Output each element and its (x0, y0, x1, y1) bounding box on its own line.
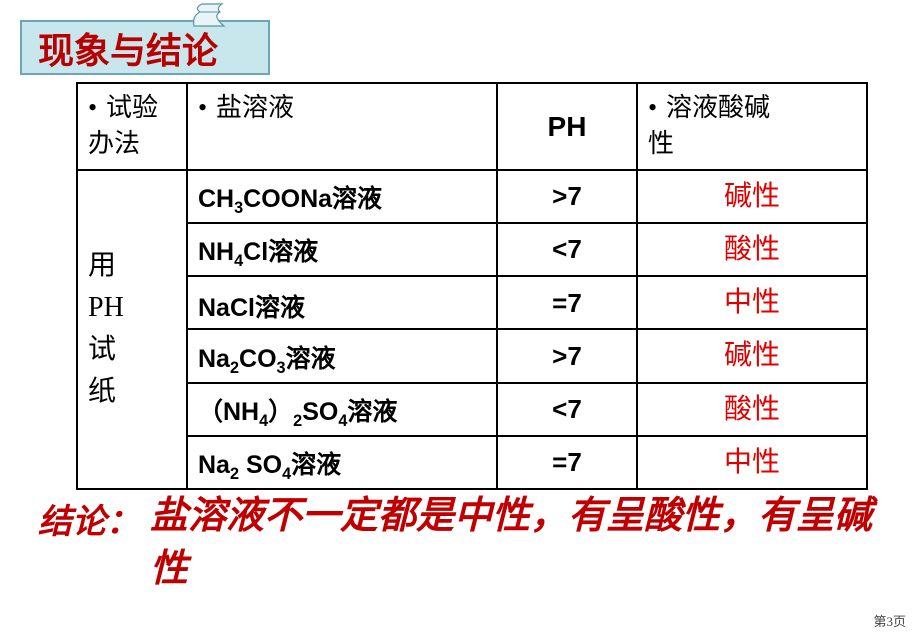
table-row: （NH4）2SO4溶液<7酸性 (77, 383, 867, 436)
ph-cell: <7 (497, 383, 637, 436)
title-box: 现象与结论 (20, 20, 270, 75)
conclusion-block: 结论： 盐溶液不一定都是中性，有呈酸性，有呈碱性 (38, 490, 888, 596)
scroll-decoration-icon (190, 0, 230, 30)
result-cell: 中性 (637, 436, 867, 489)
header-solution: •盐溶液 (187, 83, 497, 170)
solution-cell: NH4Cl溶液 (187, 223, 497, 276)
result-cell: 碱性 (637, 170, 867, 223)
conclusion-label: 结论： (38, 490, 150, 543)
solution-cell: CH3COONa溶液 (187, 170, 497, 223)
page-number: 第3页 (873, 611, 906, 630)
header-property-text: 溶液酸碱性 (648, 93, 770, 158)
solution-cell: Na2CO3溶液 (187, 329, 497, 382)
result-cell: 酸性 (637, 223, 867, 276)
table-row: 用PH试纸CH3COONa溶液>7碱性 (77, 170, 867, 223)
result-cell: 酸性 (637, 383, 867, 436)
ph-cell: =7 (497, 276, 637, 329)
result-cell: 碱性 (637, 329, 867, 382)
header-method: •试验办法 (77, 83, 187, 170)
ph-cell: >7 (497, 329, 637, 382)
ph-cell: =7 (497, 436, 637, 489)
table-row: Na2CO3溶液>7碱性 (77, 329, 867, 382)
header-solution-text: 盐溶液 (216, 93, 294, 122)
data-table: •试验办法 •盐溶液 PH •溶液酸碱性 用PH试纸CH3COONa溶液>7碱性… (76, 82, 868, 490)
result-cell: 中性 (637, 276, 867, 329)
header-ph: PH (497, 83, 637, 170)
header-property: •溶液酸碱性 (637, 83, 867, 170)
solution-cell: NaCl溶液 (187, 276, 497, 329)
table-row: NaCl溶液=7中性 (77, 276, 867, 329)
method-cell: 用PH试纸 (77, 170, 187, 489)
ph-cell: <7 (497, 223, 637, 276)
table-row: NH4Cl溶液<7酸性 (77, 223, 867, 276)
table-row: Na2 SO4溶液=7中性 (77, 436, 867, 489)
conclusion-text: 盐溶液不一定都是中性，有呈酸性，有呈碱性 (150, 490, 888, 596)
solution-cell: （NH4）2SO4溶液 (187, 383, 497, 436)
table-header-row: •试验办法 •盐溶液 PH •溶液酸碱性 (77, 83, 867, 170)
ph-cell: >7 (497, 170, 637, 223)
solution-cell: Na2 SO4溶液 (187, 436, 497, 489)
